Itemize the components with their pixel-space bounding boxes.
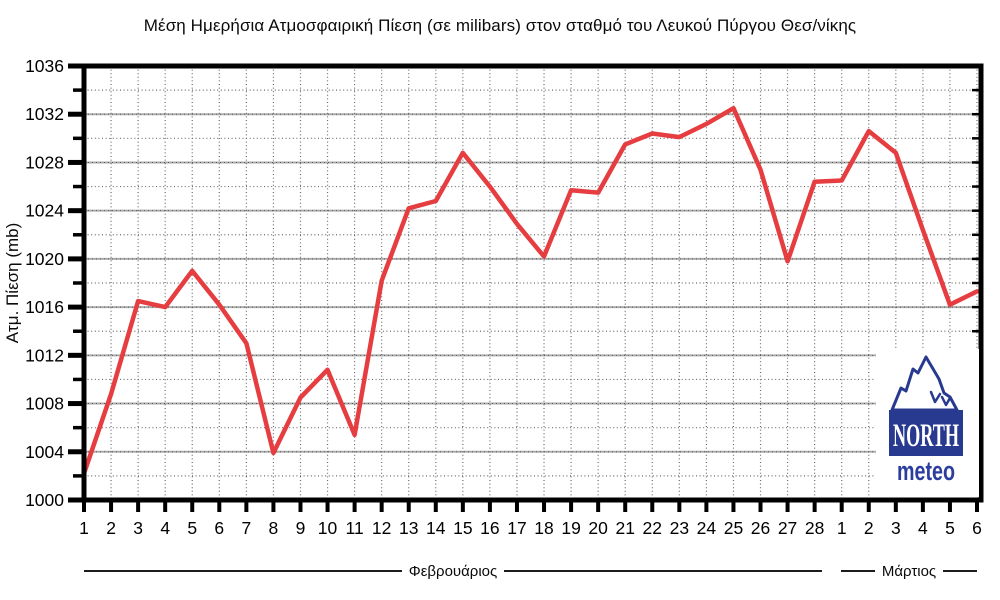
x-day-label: 22 xyxy=(643,518,662,538)
y-tick-label: 1032 xyxy=(25,104,64,124)
y-tick-label: 1000 xyxy=(25,490,64,510)
x-day-label: 3 xyxy=(133,518,143,538)
north-meteo-logo: NORTH meteo xyxy=(884,352,968,490)
x-day-label: 12 xyxy=(372,518,391,538)
x-day-label: 5 xyxy=(187,518,197,538)
month-underline xyxy=(84,570,402,572)
x-day-label: 6 xyxy=(214,518,224,538)
y-tick-label: 1004 xyxy=(25,442,64,462)
x-day-label: 24 xyxy=(697,518,717,538)
month-underline xyxy=(504,570,823,572)
x-day-label: 8 xyxy=(269,518,279,538)
x-day-label: 1 xyxy=(837,518,847,538)
x-day-label: 27 xyxy=(778,518,797,538)
x-day-label: 3 xyxy=(891,518,901,538)
x-day-label: 26 xyxy=(751,518,770,538)
x-day-label: 6 xyxy=(972,518,982,538)
x-day-label: 5 xyxy=(945,518,955,538)
x-day-label: 11 xyxy=(346,518,364,538)
logo-box xyxy=(889,410,963,456)
logo-text-north: NORTH xyxy=(893,418,959,454)
x-day-label: 18 xyxy=(534,518,553,538)
month-group-february: Φεβρουάριος xyxy=(84,560,823,582)
y-tick-label: 1028 xyxy=(25,152,64,172)
x-day-label: 23 xyxy=(670,518,689,538)
month-underline xyxy=(943,570,978,572)
x-day-label: 2 xyxy=(864,518,874,538)
x-day-label: 14 xyxy=(426,518,446,538)
x-day-label: 19 xyxy=(561,518,580,538)
x-day-label: 13 xyxy=(399,518,418,538)
x-day-label: 20 xyxy=(588,518,608,538)
month-label-february: Φεβρουάριος xyxy=(408,562,498,580)
x-day-label: 4 xyxy=(160,518,170,538)
mountain-icon xyxy=(890,355,959,412)
mountain-ridge-icon xyxy=(929,390,952,407)
y-tick-label: 1020 xyxy=(25,249,64,269)
y-tick-label: 1016 xyxy=(25,297,64,317)
x-day-label: 10 xyxy=(318,518,338,538)
x-day-label: 7 xyxy=(241,518,251,538)
north-meteo-logo-graphic: NORTH meteo xyxy=(889,355,963,486)
logo-text-meteo: meteo xyxy=(897,456,955,486)
y-tick-label: 1008 xyxy=(25,394,64,414)
x-day-label: 15 xyxy=(453,518,472,538)
x-day-label: 28 xyxy=(805,518,824,538)
month-group-march: Μάρτιος xyxy=(841,560,978,582)
x-day-label: 9 xyxy=(296,518,306,538)
y-tick-label: 1012 xyxy=(25,345,64,365)
y-tick-label: 1024 xyxy=(25,201,64,221)
pressure-line xyxy=(81,105,980,476)
x-day-label: 21 xyxy=(615,518,634,538)
x-day-label: 25 xyxy=(724,518,743,538)
x-day-label: 17 xyxy=(507,518,526,538)
y-tick-label: 1036 xyxy=(25,56,64,76)
x-day-label: 2 xyxy=(106,518,116,538)
month-underline xyxy=(841,570,875,572)
plot-border xyxy=(81,63,984,503)
x-day-label: 4 xyxy=(918,518,928,538)
month-label-march: Μάρτιος xyxy=(881,562,937,580)
x-day-label: 16 xyxy=(480,518,499,538)
chart-title: Μέση Ημερήσια Ατμοσφαιρική Πίεση (σε mil… xyxy=(143,16,857,35)
x-day-label: 1 xyxy=(79,518,89,538)
